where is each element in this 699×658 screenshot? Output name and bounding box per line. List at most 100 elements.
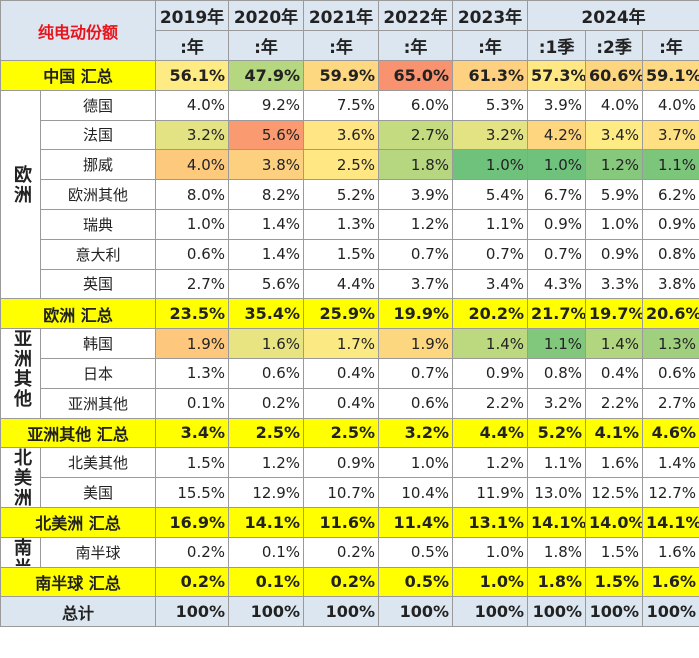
value-cell: 2.2% [585, 387, 644, 419]
value-cell: 0.2% [155, 566, 230, 598]
row-name: 亚洲其他 汇总 [0, 417, 157, 449]
value-cell: 5.4% [452, 179, 529, 210]
value-cell: 2.5% [303, 149, 380, 181]
value-cell: 0.1% [155, 387, 230, 419]
region-cell: 亚洲其他 [0, 328, 41, 419]
value-cell: 9.2% [228, 89, 305, 121]
value-cell: 0.7% [527, 238, 587, 270]
data-row: 南半球南半球0.2%0.1%0.2%0.5%1.0%1.8%1.5%1.6% [0, 536, 699, 568]
data-row: 挪威 4.0% 3.8% 2.5% 1.8% 1.0% 1.0% 1.2% 1.1% [1, 149, 699, 181]
header-row: :年:年:年:年:年:1季:2季:年 [1, 30, 699, 61]
value-cell: 2.5% [303, 417, 380, 449]
value-cell: 0.7% [378, 238, 454, 270]
value-cell: 10.4% [378, 477, 454, 508]
value-cell: 4.3% [527, 268, 587, 300]
value-cell: 20.2% [452, 298, 529, 330]
value-cell: 1.6% [642, 536, 699, 568]
value-cell: 7.5% [303, 89, 380, 121]
table-body: 中国 汇总 56.1% 47.9% 59.9% 65.0% 61.3% 57.3% 60.6%… [0, 60, 699, 628]
data-row: 亚洲其他 0.1% 0.2% 0.4% 0.6% 2.2% 3.2% 2.2% 2.7% [1, 387, 699, 419]
value-cell: 13.0% [527, 477, 587, 508]
region-label: 南半球 [2, 538, 40, 565]
value-cell: 12.5% [585, 477, 644, 508]
value-cell: 4.0% [155, 149, 230, 181]
value-cell: 0.8% [642, 238, 699, 270]
year-header: 2023年 [452, 0, 529, 31]
value-cell: 1.2% [228, 447, 305, 479]
value-cell: 14.1% [642, 506, 699, 538]
value-cell: 0.9% [585, 238, 644, 270]
value-cell: 61.3% [452, 60, 529, 91]
value-cell: 1.1% [527, 328, 587, 359]
value-cell: 0.2% [303, 566, 380, 598]
row-name: 美国 [39, 477, 157, 508]
region-label: 欧洲 [11, 165, 32, 206]
value-cell: 1.4% [228, 208, 305, 240]
value-cell: 11.4% [378, 506, 454, 538]
value-cell: 3.4% [155, 417, 230, 449]
region-cell: 北美洲 [0, 447, 41, 508]
value-cell: 11.6% [303, 506, 380, 538]
value-cell: 100% [378, 596, 454, 628]
period-header: :年 [228, 30, 305, 61]
row-name: 南半球 [39, 536, 157, 568]
value-cell: 100% [452, 596, 529, 628]
row-name: 挪威 [39, 149, 157, 181]
value-cell: 5.6% [228, 268, 305, 300]
year-header: 2022年 [378, 0, 454, 31]
row-name: 北美其他 [39, 447, 157, 479]
row-name: 总计 [0, 596, 157, 628]
value-cell: 6.0% [378, 89, 454, 121]
value-cell: 1.6% [585, 447, 644, 479]
value-cell: 0.4% [303, 357, 380, 389]
value-cell: 100% [155, 596, 230, 628]
value-cell: 100% [228, 596, 305, 628]
value-cell: 1.1% [527, 447, 587, 479]
value-cell: 4.0% [642, 89, 699, 121]
value-cell: 1.3% [303, 208, 380, 240]
value-cell: 1.9% [378, 328, 454, 359]
table-header: 纯电动份额 2019年 2020年 2021年 2022年 2023年 2024年:年:年:… [0, 0, 699, 61]
summary-row: 总计 100% 100% 100% 100% 100% 100% 100% 100% [0, 596, 699, 628]
period-header: :2季 [585, 30, 644, 61]
value-cell: 23.5% [155, 298, 230, 330]
data-row: 美国 15.5% 12.9% 10.7% 10.4% 11.9% 13.0% 12.5% 12.… [1, 477, 699, 508]
value-cell: 25.9% [303, 298, 380, 330]
value-cell: 65.0% [378, 60, 454, 91]
data-row: 北美洲 北美其他 1.5% 1.2% 0.9% 1.0% 1.2% 1.1% 1.6% 1.4% [0, 447, 699, 508]
value-cell: 100% [303, 596, 380, 628]
value-cell: 5.9% [585, 179, 644, 210]
summary-row: 中国 汇总 56.1% 47.9% 59.9% 65.0% 61.3% 57.3% 60.6%… [0, 60, 699, 91]
value-cell: 3.7% [642, 119, 699, 151]
value-cell: 60.6% [585, 60, 644, 91]
value-cell: 3.9% [378, 179, 454, 210]
value-cell: 59.1% [642, 60, 699, 91]
value-cell: 1.8% [378, 149, 454, 181]
table-title: 纯电动份额 [0, 0, 157, 61]
row-name: 意大利 [39, 238, 157, 270]
value-cell: 0.9% [527, 208, 587, 240]
value-cell: 1.0% [585, 208, 644, 240]
value-cell: 56.1% [155, 60, 230, 91]
value-cell: 100% [642, 596, 699, 628]
data-row: 日本 1.3% 0.6% 0.4% 0.7% 0.9% 0.8% 0.4% 0.6% [1, 357, 699, 389]
value-cell: 2.7% [378, 119, 454, 151]
value-cell: 21.7% [527, 298, 587, 330]
value-cell: 1.0% [452, 149, 529, 181]
region-label: 亚洲其他 [11, 329, 32, 410]
value-cell: 0.7% [452, 238, 529, 270]
value-cell: 3.2% [527, 387, 587, 419]
summary-row: 欧洲 汇总 23.5% 35.4% 25.9% 19.9% 20.2% 21.7% 19.7%… [0, 298, 699, 330]
value-cell: 19.9% [378, 298, 454, 330]
value-cell: 100% [527, 596, 587, 628]
row-name: 亚洲其他 [39, 387, 157, 419]
value-cell: 35.4% [228, 298, 305, 330]
row-name: 南半球 汇总 [0, 566, 157, 598]
value-cell: 0.6% [155, 238, 230, 270]
header-row: 纯电动份额 2019年 2020年 2021年 2022年 2023年 2024年 [0, 0, 699, 61]
value-cell: 1.5% [155, 447, 230, 479]
row-name: 韩国 [39, 328, 157, 359]
value-cell: 0.4% [303, 387, 380, 419]
value-cell: 0.8% [527, 357, 587, 389]
value-cell: 2.7% [642, 387, 699, 419]
